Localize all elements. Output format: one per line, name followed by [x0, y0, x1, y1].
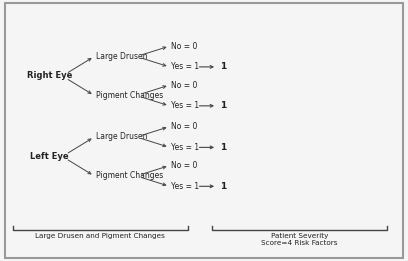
Text: Yes = 1: Yes = 1 [171, 101, 200, 110]
Text: Left Eye: Left Eye [30, 152, 69, 161]
Text: Large Drusen and Pigment Changes: Large Drusen and Pigment Changes [35, 233, 165, 239]
Text: 1: 1 [220, 62, 226, 72]
Text: 1: 1 [220, 182, 226, 191]
Text: Pigment Changes: Pigment Changes [96, 171, 164, 180]
Text: 1: 1 [220, 101, 226, 110]
Text: Large Drusen: Large Drusen [96, 133, 148, 141]
Text: No = 0: No = 0 [171, 41, 198, 51]
Text: Yes = 1: Yes = 1 [171, 143, 200, 152]
Text: No = 0: No = 0 [171, 161, 198, 170]
Text: Yes = 1: Yes = 1 [171, 182, 200, 191]
Text: Large Drusen: Large Drusen [96, 52, 148, 61]
Text: Patient Severity
Score=4 Risk Factors: Patient Severity Score=4 Risk Factors [261, 233, 338, 246]
Text: Yes = 1: Yes = 1 [171, 62, 200, 72]
Text: Right Eye: Right Eye [27, 72, 72, 80]
FancyBboxPatch shape [5, 3, 403, 258]
Text: No = 0: No = 0 [171, 122, 198, 131]
Text: 1: 1 [220, 143, 226, 152]
Text: Pigment Changes: Pigment Changes [96, 91, 164, 100]
Text: No = 0: No = 0 [171, 81, 198, 90]
